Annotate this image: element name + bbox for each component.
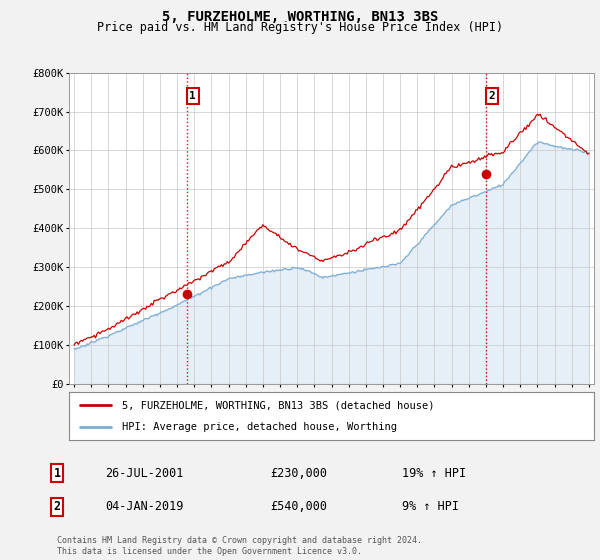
Text: £540,000: £540,000 — [270, 500, 327, 514]
Text: 2: 2 — [53, 500, 61, 514]
Text: 1: 1 — [190, 91, 196, 101]
Text: £230,000: £230,000 — [270, 466, 327, 480]
Text: 5, FURZEHOLME, WORTHING, BN13 3BS (detached house): 5, FURZEHOLME, WORTHING, BN13 3BS (detac… — [121, 400, 434, 410]
Text: Contains HM Land Registry data © Crown copyright and database right 2024.
This d: Contains HM Land Registry data © Crown c… — [57, 536, 422, 556]
Text: 1: 1 — [53, 466, 61, 480]
Text: 19% ↑ HPI: 19% ↑ HPI — [402, 466, 466, 480]
Text: HPI: Average price, detached house, Worthing: HPI: Average price, detached house, Wort… — [121, 422, 397, 432]
Text: 5, FURZEHOLME, WORTHING, BN13 3BS: 5, FURZEHOLME, WORTHING, BN13 3BS — [162, 10, 438, 24]
Text: Price paid vs. HM Land Registry's House Price Index (HPI): Price paid vs. HM Land Registry's House … — [97, 21, 503, 34]
Text: 26-JUL-2001: 26-JUL-2001 — [105, 466, 184, 480]
Text: 2: 2 — [488, 91, 496, 101]
Text: 9% ↑ HPI: 9% ↑ HPI — [402, 500, 459, 514]
Text: 04-JAN-2019: 04-JAN-2019 — [105, 500, 184, 514]
